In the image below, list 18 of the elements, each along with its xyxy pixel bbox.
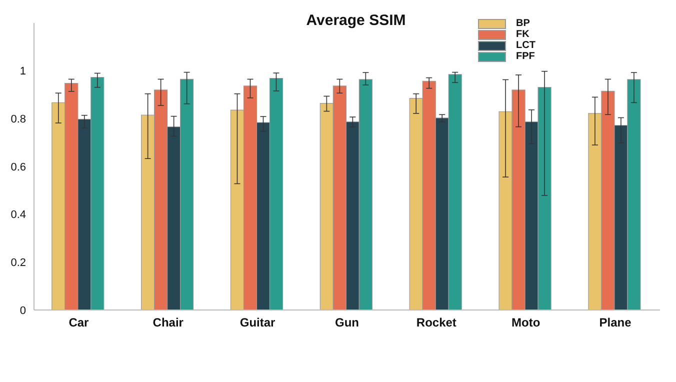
chart-title: Average SSIM	[306, 12, 406, 29]
x-tick-label: Car	[68, 316, 90, 330]
y-tick-label: 0.8	[10, 114, 26, 126]
legend-label: FK	[516, 29, 530, 40]
x-tick-label: Plane	[599, 316, 632, 330]
y-tick-label: 1	[20, 66, 26, 78]
y-tick-label: 0.2	[10, 257, 26, 270]
x-tick-label: Chair	[152, 316, 184, 330]
legend-label: BP	[516, 18, 530, 29]
x-tick-label: Gun	[335, 316, 359, 330]
legend-label: LCT	[516, 40, 536, 51]
legend-label: FPF	[516, 51, 535, 62]
y-tick-label: 0.6	[10, 161, 26, 174]
x-tick-label: Rocket	[416, 316, 456, 330]
x-tick-label: Guitar	[240, 316, 276, 330]
x-tick-label: Moto	[512, 316, 540, 330]
y-tick-label: 0	[20, 304, 26, 317]
y-tick-label: 0.4	[10, 209, 26, 222]
